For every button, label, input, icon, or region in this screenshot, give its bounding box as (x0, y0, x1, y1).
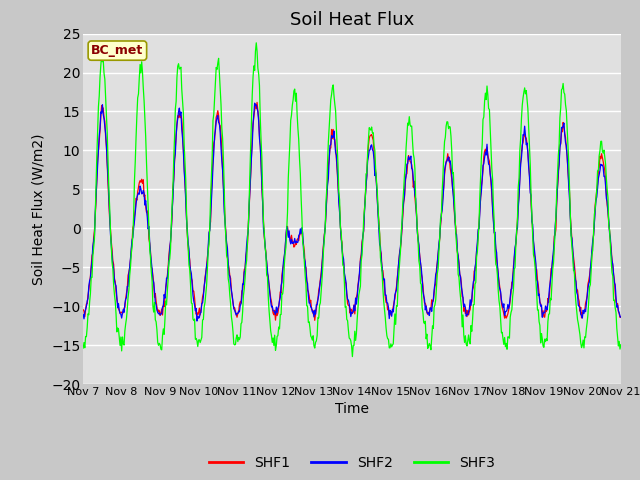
SHF3 (166, 246, 174, 252)
SHF2 (95, 146, 102, 152)
SHF3 (252, 40, 260, 46)
SHF1 (617, 314, 625, 320)
Title: Soil Heat Flux: Soil Heat Flux (290, 11, 414, 29)
SHF2 (568, 235, 576, 241)
SHF1 (95, 148, 102, 154)
SHF1 (255, 132, 263, 138)
SHF2 (251, 100, 259, 106)
SHF1 (534, 277, 541, 283)
SHF3 (223, 253, 230, 259)
SHF2 (257, 144, 264, 149)
SHF2 (193, 318, 201, 324)
SHF2 (79, 312, 87, 317)
Line: SHF3: SHF3 (83, 43, 621, 357)
SHF3 (95, 104, 102, 110)
SHF1 (223, 242, 230, 248)
SHF2 (617, 314, 625, 320)
SHF1 (568, 237, 576, 242)
SHF2 (166, 238, 174, 243)
Line: SHF1: SHF1 (83, 102, 621, 320)
SHF1 (253, 99, 261, 105)
SHF3 (255, 83, 263, 88)
SHF3 (534, 307, 541, 313)
SHF3 (617, 342, 625, 348)
Line: SHF2: SHF2 (83, 103, 621, 321)
SHF2 (534, 279, 541, 285)
SHF3 (568, 243, 576, 249)
Text: BC_met: BC_met (92, 44, 143, 57)
Y-axis label: Soil Heat Flux (W/m2): Soil Heat Flux (W/m2) (31, 133, 45, 285)
SHF3 (79, 345, 87, 351)
SHF1 (166, 240, 174, 245)
SHF2 (223, 245, 231, 251)
SHF3 (349, 354, 356, 360)
SHF1 (79, 307, 87, 312)
SHF1 (311, 317, 319, 323)
X-axis label: Time: Time (335, 402, 369, 416)
Legend: SHF1, SHF2, SHF3: SHF1, SHF2, SHF3 (203, 450, 501, 475)
